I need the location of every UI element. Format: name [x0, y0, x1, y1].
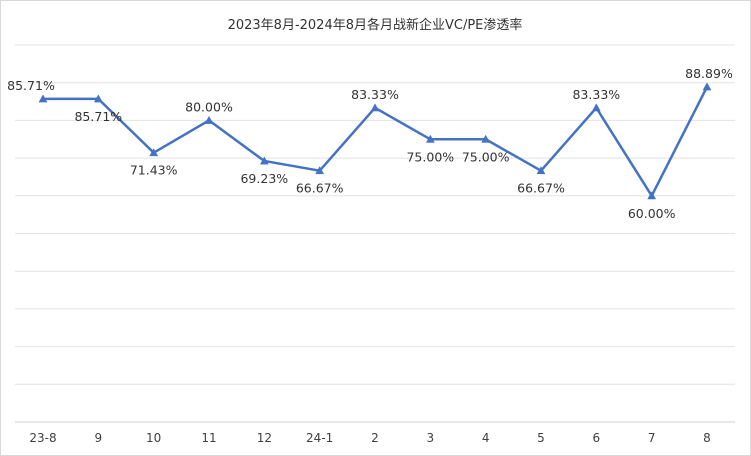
data-label: 85.71% — [7, 78, 55, 93]
data-label: 88.89% — [685, 66, 733, 81]
data-label: 75.00% — [462, 149, 510, 164]
x-tick-label: 7 — [648, 431, 656, 445]
data-label: 80.00% — [185, 99, 233, 114]
x-tick-label: 10 — [146, 431, 161, 445]
x-tick-label: 9 — [95, 431, 103, 445]
data-point — [536, 166, 546, 175]
data-point — [315, 166, 325, 175]
series-markers — [38, 82, 712, 200]
data-point — [591, 103, 601, 112]
data-label: 83.33% — [351, 87, 399, 102]
data-label: 66.67% — [296, 181, 344, 196]
data-label: 71.43% — [130, 163, 178, 178]
x-tick-label: 24-1 — [306, 431, 333, 445]
x-tick-labels: 23-8 9 10 11 12 24-1 2 3 4 5 6 7 8 — [29, 431, 710, 445]
x-tick-label: 23-8 — [29, 431, 56, 445]
data-labels: 85.71% 85.71% 71.43% 80.00% 69.23% 66.67% 83.3… — [7, 66, 733, 221]
data-label: 60.00% — [628, 206, 676, 221]
data-label: 83.33% — [572, 87, 620, 102]
data-label: 69.23% — [240, 171, 288, 186]
x-tick-label: 3 — [427, 431, 435, 445]
x-tick-label: 12 — [257, 431, 272, 445]
data-point — [702, 82, 712, 91]
data-point — [647, 191, 657, 200]
x-tick-label: 4 — [482, 431, 490, 445]
data-point — [149, 148, 159, 157]
data-label: 66.67% — [517, 181, 565, 196]
series-line — [43, 86, 709, 199]
series-line-group — [43, 86, 709, 199]
data-point — [259, 156, 269, 165]
data-point — [370, 103, 380, 112]
chart-title: 2023年8月-2024年8月各月战新企业VC/PE渗透率 — [228, 17, 523, 33]
x-tick-label: 8 — [703, 431, 711, 445]
data-point — [38, 94, 48, 103]
data-label: 75.00% — [406, 149, 454, 164]
data-point — [481, 134, 491, 143]
x-tick-label: 6 — [593, 431, 601, 445]
grid-lines — [15, 44, 735, 385]
data-point — [93, 94, 103, 103]
x-tick-label: 2 — [371, 431, 379, 445]
data-point — [204, 115, 214, 124]
data-point — [425, 134, 435, 143]
x-tick-label: 11 — [201, 431, 216, 445]
data-label: 85.71% — [74, 109, 122, 124]
x-tick-label: 5 — [537, 431, 545, 445]
